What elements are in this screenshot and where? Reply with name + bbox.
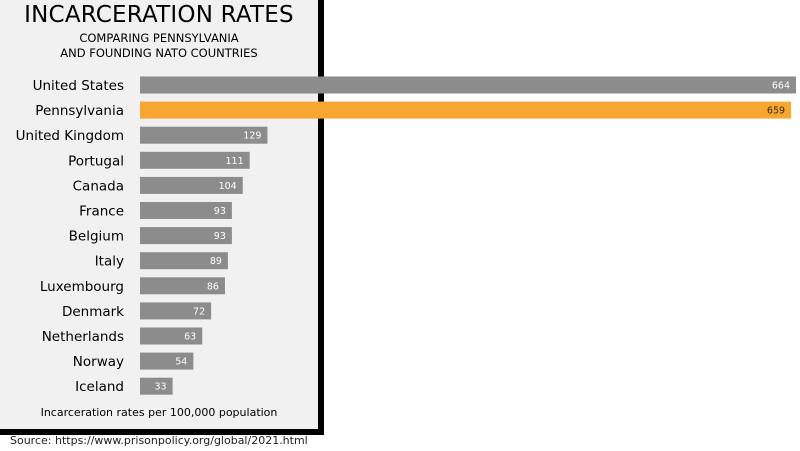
value-label-france: 93 <box>214 206 226 217</box>
bar-belgium <box>140 227 232 245</box>
value-label-luxembourg: 86 <box>207 281 219 292</box>
bar-chart: United States 664 Pennsylvania 659 United Ki… <box>16 76 796 395</box>
value-label-netherlands: 63 <box>184 332 196 343</box>
bar-iceland <box>140 377 173 395</box>
category-label-portugal: Portugal <box>68 153 124 169</box>
chart-footnote: Incarceration rates per 100,000 populati… <box>40 406 278 419</box>
chart-title: INCARCERATION RATES <box>24 2 294 28</box>
category-label-norway: Norway <box>73 354 124 370</box>
bar-united-kingdom <box>140 126 268 144</box>
value-label-norway: 54 <box>175 357 187 368</box>
bar-netherlands <box>140 327 203 345</box>
category-label-pennsylvania: Pennsylvania <box>35 103 124 119</box>
value-label-portugal: 111 <box>226 156 244 167</box>
value-label-belgium: 93 <box>214 231 226 242</box>
category-label-denmark: Denmark <box>62 304 124 320</box>
category-label-netherlands: Netherlands <box>42 329 124 345</box>
category-label-iceland: Iceland <box>75 379 124 395</box>
category-label-luxembourg: Luxembourg <box>40 279 124 295</box>
chart-subtitle-line-1: COMPARING PENNSYLVANIA <box>79 31 239 45</box>
chart-subtitle-line-2: AND FOUNDING NATO COUNTRIES <box>60 46 258 60</box>
bar-united-states <box>140 76 796 94</box>
source-note: Source: https://www.prisonpolicy.org/glo… <box>10 434 308 447</box>
category-label-france: France <box>79 204 124 220</box>
category-label-united-kingdom: United Kingdom <box>16 128 124 144</box>
value-label-denmark: 72 <box>193 306 205 317</box>
category-label-canada: Canada <box>73 178 124 194</box>
value-label-united-kingdom: 129 <box>243 131 261 142</box>
bar-france <box>140 202 232 219</box>
value-label-canada: 104 <box>219 181 237 192</box>
category-label-italy: Italy <box>95 254 124 270</box>
bar-luxembourg <box>140 277 225 295</box>
bar-canada <box>140 176 243 194</box>
bar-portugal <box>140 151 250 169</box>
value-label-united-states: 664 <box>772 81 790 92</box>
value-label-italy: 89 <box>210 256 222 267</box>
value-label-pennsylvania: 659 <box>767 106 785 117</box>
category-label-united-states: United States <box>33 78 124 94</box>
bar-italy <box>140 252 228 270</box>
bar-pennsylvania <box>140 101 792 119</box>
bar-denmark <box>140 302 212 320</box>
bar-norway <box>140 352 194 370</box>
category-label-belgium: Belgium <box>69 229 124 245</box>
value-label-iceland: 33 <box>155 382 167 393</box>
